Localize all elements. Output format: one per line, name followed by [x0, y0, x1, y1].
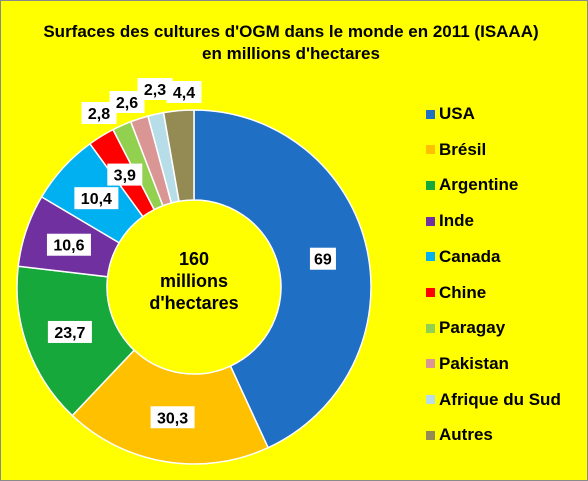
svg-text:23,7: 23,7: [54, 325, 85, 342]
data-label: 69: [309, 247, 336, 270]
legend-label: Paragay: [439, 318, 506, 338]
legend-item: Canada: [426, 247, 500, 267]
legend-item: Pakistan: [426, 354, 509, 374]
legend-label: Chine: [439, 282, 487, 302]
data-label: 2,8: [81, 102, 117, 124]
legend-label: Autres: [439, 425, 493, 445]
chart-title: Surfaces des cultures d'OGM dans le mond…: [43, 22, 539, 63]
legend-swatch: [426, 288, 435, 297]
legend-label: USA: [439, 104, 475, 123]
svg-text:2,6: 2,6: [116, 95, 138, 112]
data-label: 30,3: [150, 406, 195, 429]
legend-item: Paragay: [426, 318, 505, 338]
svg-text:10,6: 10,6: [53, 238, 84, 255]
legend-swatch: [426, 180, 435, 190]
svg-text:10,4: 10,4: [81, 191, 112, 208]
data-label: 23,7: [47, 320, 92, 343]
legend-item: Brésil: [426, 140, 486, 160]
legend-item: Autres: [426, 425, 493, 445]
svg-text:69: 69: [314, 252, 332, 269]
legend-swatch: [426, 145, 435, 155]
legend-label: Canada: [439, 246, 501, 266]
data-label: 10,4: [74, 187, 119, 210]
legend-swatch: [426, 252, 435, 262]
legend-swatch: [426, 109, 435, 119]
data-label: 10,6: [46, 233, 91, 256]
legend-item: Inde: [426, 211, 474, 231]
legend-label: Brésil: [439, 139, 487, 159]
legend-swatch: [426, 216, 435, 226]
donut-slice-autres: [162, 109, 195, 203]
legend-item: USA: [426, 104, 475, 124]
svg-text:4,4: 4,4: [173, 85, 195, 102]
data-label: 2,6: [109, 91, 145, 113]
legend-label: Pakistan: [439, 353, 509, 373]
legend-swatch: [426, 430, 435, 440]
svg-text:30,3: 30,3: [157, 410, 188, 427]
svg-text:3,9: 3,9: [114, 168, 136, 185]
center-label-line: 160: [179, 249, 209, 269]
legend-swatch: [426, 359, 435, 369]
legend-swatch: [426, 323, 435, 333]
data-label: 4,4: [166, 81, 202, 103]
data-label: 3,9: [107, 163, 143, 186]
donut-slice-usa: [193, 109, 372, 449]
legend-label: Afrique du Sud: [439, 389, 561, 409]
legend-swatch: [426, 395, 435, 405]
legend-item: Afrique du Sud: [426, 390, 561, 410]
data-label: 2,3: [137, 78, 173, 100]
center-label-line: d'hectares: [149, 293, 238, 313]
legend-item: Argentine: [426, 175, 518, 195]
center-label-line: millions: [160, 271, 228, 291]
legend-label: Inde: [439, 211, 474, 231]
svg-text:2,3: 2,3: [144, 82, 166, 99]
legend-item: Chine: [426, 283, 486, 303]
legend-label: Argentine: [439, 175, 519, 195]
svg-text:2,8: 2,8: [88, 106, 110, 123]
